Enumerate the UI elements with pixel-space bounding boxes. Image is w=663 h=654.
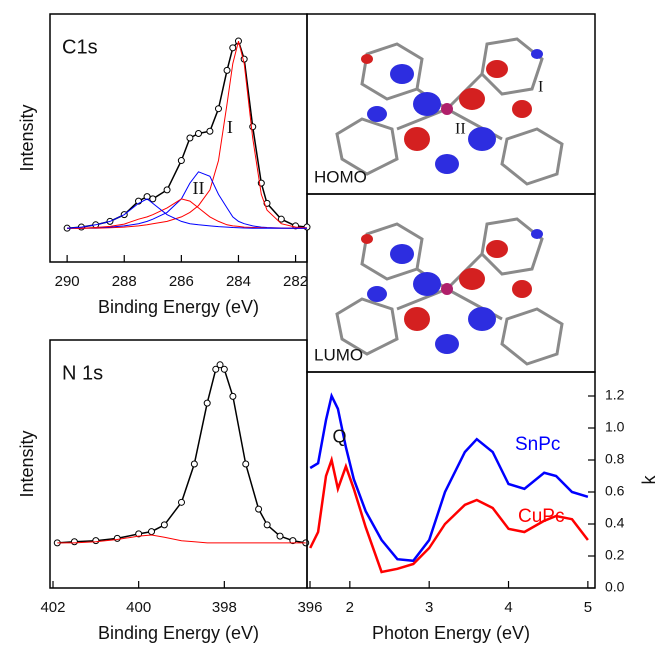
data-point xyxy=(164,187,170,193)
y-tick-label: 0.0 xyxy=(605,579,625,595)
homo-molecule xyxy=(337,39,562,184)
data-point xyxy=(93,538,99,544)
data-point xyxy=(195,130,201,136)
image-annotation: II xyxy=(455,121,466,138)
data-point xyxy=(264,522,270,528)
data-point xyxy=(178,499,184,505)
x-tick-label: 282 xyxy=(283,273,308,290)
y-axis-label: Intensity xyxy=(17,430,37,497)
x-tick-label: 288 xyxy=(112,273,137,290)
y-tick-label: 0.6 xyxy=(605,483,625,499)
data-point xyxy=(304,224,310,230)
x-tick-label: 286 xyxy=(169,273,194,290)
x-axis-label: Binding Energy (eV) xyxy=(98,297,259,317)
image-label: HOMO xyxy=(314,167,367,186)
x-tick-label: 3 xyxy=(425,599,433,616)
annotation: I xyxy=(227,117,233,137)
legend-label: SnPc xyxy=(515,434,560,455)
panel-title: N 1s xyxy=(62,362,103,384)
x-tick-label: 4 xyxy=(504,599,512,616)
data-point xyxy=(187,135,193,141)
data-point xyxy=(204,400,210,406)
data-point xyxy=(149,529,155,535)
image-annotation: I xyxy=(538,79,543,96)
x-tick-label: 284 xyxy=(226,273,251,290)
annotation: Q xyxy=(333,426,347,446)
y-tick-label: 1.0 xyxy=(605,419,625,435)
figure: HOMO I II LUMO 290 288 286 284 282 C1s Binding… xyxy=(0,0,663,649)
series-line xyxy=(57,365,305,543)
x-tick-label: 2 xyxy=(346,599,354,616)
x-tick-label: 396 xyxy=(297,599,322,616)
data-point xyxy=(114,535,120,541)
data-point xyxy=(224,67,230,73)
data-point xyxy=(221,366,227,372)
y-axis-label: Intensity xyxy=(17,104,37,171)
data-point xyxy=(230,45,236,51)
x-axis-label: Binding Energy (eV) xyxy=(98,623,259,643)
data-point xyxy=(277,533,283,539)
y-tick-label: 1.2 xyxy=(605,387,625,403)
x-tick-label: 290 xyxy=(55,273,80,290)
y-tick-label: 0.8 xyxy=(605,451,625,467)
data-point xyxy=(215,106,221,112)
series-line xyxy=(310,396,588,561)
panel-title: C1s xyxy=(62,36,98,58)
y-axis-label: k xyxy=(639,475,659,485)
data-point xyxy=(161,522,167,528)
data-point xyxy=(191,461,197,467)
y-tick-label: 0.2 xyxy=(605,547,625,563)
x-tick-label: 402 xyxy=(40,599,65,616)
data-point xyxy=(71,539,77,545)
x-tick-label: 5 xyxy=(584,599,592,616)
x-axis-label: Photon Energy (eV) xyxy=(372,623,530,643)
legend-label: CuPc xyxy=(518,506,564,527)
x-tick-label: 400 xyxy=(126,599,151,616)
data-point xyxy=(243,461,249,467)
data-point xyxy=(150,196,156,202)
image-label: LUMO xyxy=(314,345,363,364)
data-point xyxy=(256,506,262,512)
data-point xyxy=(230,393,236,399)
x-tick-label: 398 xyxy=(212,599,237,616)
y-tick-label: 0.4 xyxy=(605,515,625,531)
data-point xyxy=(207,128,213,134)
data-point xyxy=(250,124,256,130)
data-point xyxy=(178,158,184,164)
lumo-molecule xyxy=(337,219,562,364)
annotation: II xyxy=(192,178,204,198)
